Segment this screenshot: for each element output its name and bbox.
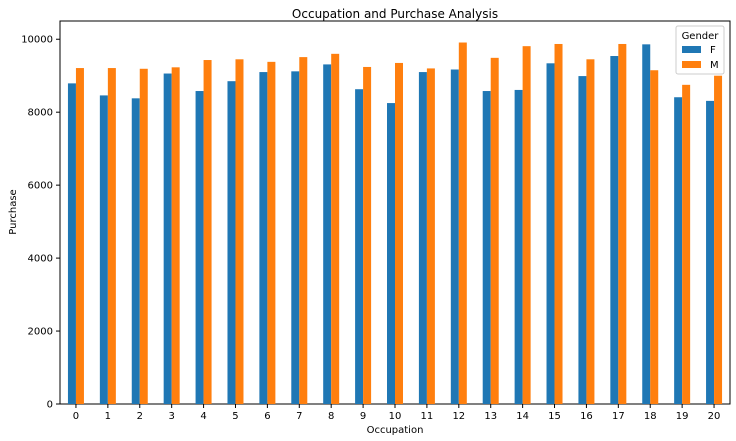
bars-group bbox=[67, 42, 723, 405]
bar-F-16 bbox=[578, 76, 587, 404]
x-tick-label-19: 19 bbox=[676, 411, 689, 422]
legend: Gender FM bbox=[675, 25, 725, 75]
x-tick-label-1: 1 bbox=[105, 411, 111, 422]
bar-F-4 bbox=[195, 91, 204, 404]
x-tick-label-0: 0 bbox=[73, 411, 79, 422]
bar-F-18 bbox=[642, 44, 651, 405]
x-axis-label: Occupation bbox=[367, 425, 424, 436]
bar-F-15 bbox=[546, 63, 555, 405]
bar-M-8 bbox=[331, 53, 340, 404]
bar-M-14 bbox=[522, 46, 531, 405]
bar-M-17 bbox=[618, 43, 627, 404]
bar-M-12 bbox=[458, 42, 467, 405]
x-axis: 0 1 2 3 4 5 6 7 8 9 10 11 12 13 14 15 16 17 18 19 20 bbox=[73, 404, 721, 422]
bar-M-11 bbox=[426, 68, 435, 405]
legend-label-M: M bbox=[710, 60, 719, 71]
x-tick-label-4: 4 bbox=[200, 411, 206, 422]
legend-swatch-F bbox=[682, 46, 701, 53]
bar-F-11 bbox=[418, 72, 427, 404]
legend-title: Gender bbox=[682, 31, 720, 42]
bar-F-20 bbox=[706, 100, 715, 404]
legend-swatch-M bbox=[682, 61, 701, 68]
bar-M-9 bbox=[363, 66, 372, 405]
x-tick-label-2: 2 bbox=[137, 411, 143, 422]
x-tick-label-16: 16 bbox=[580, 411, 593, 422]
x-tick-label-18: 18 bbox=[644, 411, 657, 422]
x-tick-label-9: 9 bbox=[360, 411, 366, 422]
bar-M-20 bbox=[714, 75, 723, 405]
bar-M-13 bbox=[490, 57, 499, 405]
bar-M-6 bbox=[267, 61, 276, 404]
bar-M-0 bbox=[75, 68, 84, 405]
x-tick-label-12: 12 bbox=[452, 411, 465, 422]
bar-M-16 bbox=[586, 59, 595, 405]
x-tick-label-15: 15 bbox=[548, 411, 561, 422]
y-tick-label-4000: 4000 bbox=[28, 254, 53, 265]
bar-F-8 bbox=[323, 64, 332, 404]
x-tick-label-3: 3 bbox=[168, 411, 174, 422]
bar-M-1 bbox=[107, 68, 116, 405]
x-tick-label-13: 13 bbox=[484, 411, 497, 422]
bar-M-10 bbox=[395, 62, 403, 404]
bar-M-7 bbox=[299, 57, 308, 405]
y-tick-label-8000: 8000 bbox=[28, 108, 53, 119]
bar-F-0 bbox=[67, 83, 76, 405]
y-tick-label-2000: 2000 bbox=[28, 327, 53, 338]
y-tick-label-0: 0 bbox=[47, 400, 53, 411]
y-tick-label-10000: 10000 bbox=[21, 35, 53, 46]
bar-F-3 bbox=[163, 73, 172, 404]
x-tick-label-11: 11 bbox=[421, 411, 434, 422]
bar-M-4 bbox=[203, 60, 212, 404]
x-tick-label-20: 20 bbox=[708, 411, 721, 422]
x-tick-label-8: 8 bbox=[328, 411, 334, 422]
bar-F-9 bbox=[355, 89, 364, 405]
bar-F-1 bbox=[99, 95, 108, 404]
bar-F-17 bbox=[610, 56, 619, 405]
bar-M-3 bbox=[171, 67, 180, 404]
bar-F-2 bbox=[131, 98, 140, 404]
bar-F-19 bbox=[674, 97, 683, 405]
bar-F-5 bbox=[227, 81, 236, 404]
bar-M-18 bbox=[650, 70, 659, 405]
bar-F-14 bbox=[514, 89, 523, 404]
x-tick-label-10: 10 bbox=[389, 411, 402, 422]
y-axis: 0 2000 4000 6000 8000 10000 bbox=[21, 35, 60, 411]
x-tick-label-17: 17 bbox=[612, 411, 625, 422]
bar-F-6 bbox=[259, 72, 268, 404]
bar-F-10 bbox=[387, 103, 395, 404]
bar-M-5 bbox=[235, 59, 244, 405]
bar-M-19 bbox=[682, 84, 691, 404]
y-axis-label: Purchase bbox=[8, 189, 19, 234]
y-tick-label-6000: 6000 bbox=[28, 181, 53, 192]
bar-F-7 bbox=[291, 71, 300, 404]
legend-items: FM bbox=[682, 45, 719, 71]
bar-M-2 bbox=[139, 68, 148, 404]
bar-M-15 bbox=[554, 43, 563, 404]
bar-F-13 bbox=[482, 91, 491, 404]
x-tick-label-6: 6 bbox=[264, 411, 270, 422]
x-tick-label-7: 7 bbox=[296, 411, 302, 422]
x-tick-label-14: 14 bbox=[516, 411, 529, 422]
x-tick-label-5: 5 bbox=[232, 411, 238, 422]
bar-F-12 bbox=[450, 69, 459, 404]
legend-label-F: F bbox=[710, 45, 716, 56]
chart-title: Occupation and Purchase Analysis bbox=[292, 7, 498, 21]
